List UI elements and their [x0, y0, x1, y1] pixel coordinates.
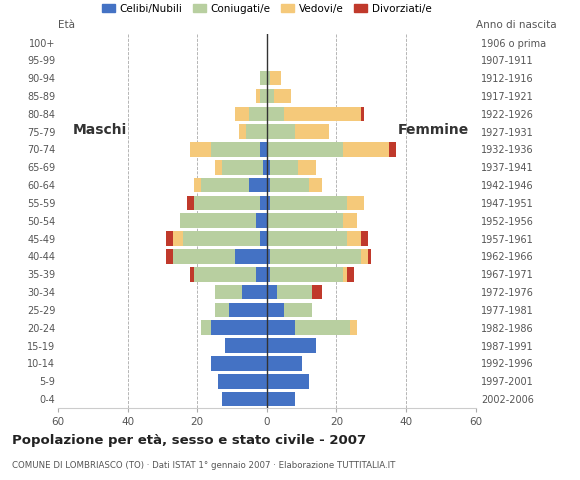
Bar	[361, 107, 364, 121]
Bar	[267, 178, 270, 192]
Bar	[277, 285, 312, 300]
Bar	[246, 124, 267, 139]
Bar	[166, 231, 173, 246]
Bar	[295, 321, 350, 335]
Bar	[298, 160, 316, 175]
Bar	[256, 267, 267, 282]
Bar	[215, 285, 242, 300]
Bar	[270, 178, 309, 192]
Bar	[267, 374, 309, 389]
Bar	[389, 142, 396, 157]
Text: Maschi: Maschi	[72, 122, 127, 136]
Bar	[222, 392, 267, 407]
Bar	[361, 231, 368, 246]
Bar	[267, 160, 270, 175]
Bar	[267, 392, 295, 407]
Bar	[256, 214, 267, 228]
Bar	[263, 160, 267, 175]
Text: COMUNE DI LOMBRIASCO (TO) · Dati ISTAT 1° gennaio 2007 · Elaborazione TUTTITALIA: COMUNE DI LOMBRIASCO (TO) · Dati ISTAT 1…	[12, 461, 395, 470]
Text: Femmine: Femmine	[398, 122, 469, 136]
Bar	[267, 89, 274, 103]
Bar	[267, 285, 277, 300]
Bar	[218, 374, 267, 389]
Bar	[173, 231, 183, 246]
Bar	[284, 302, 312, 317]
Bar	[267, 124, 295, 139]
Bar	[215, 302, 229, 317]
Bar	[242, 285, 267, 300]
Bar	[249, 107, 267, 121]
Bar	[180, 214, 256, 228]
Bar	[312, 285, 322, 300]
Bar	[239, 124, 246, 139]
Bar	[222, 160, 263, 175]
Bar	[274, 89, 291, 103]
Bar	[350, 321, 357, 335]
Bar	[343, 142, 389, 157]
Bar	[194, 196, 260, 210]
Text: Età: Età	[58, 20, 75, 30]
Bar	[249, 178, 267, 192]
Bar	[284, 107, 361, 121]
Bar	[267, 107, 284, 121]
Bar	[343, 214, 357, 228]
Bar	[267, 356, 302, 371]
Bar	[260, 142, 267, 157]
Bar	[347, 267, 354, 282]
Bar	[347, 196, 364, 210]
Bar	[361, 249, 368, 264]
Bar	[201, 178, 249, 192]
Bar	[270, 196, 347, 210]
Bar	[260, 89, 267, 103]
Bar	[183, 231, 260, 246]
Bar	[235, 249, 267, 264]
Bar	[267, 71, 270, 85]
Bar	[173, 249, 235, 264]
Text: Popolazione per età, sesso e stato civile - 2007: Popolazione per età, sesso e stato civil…	[12, 434, 366, 447]
Bar	[225, 338, 267, 353]
Bar	[267, 302, 284, 317]
Bar	[270, 160, 298, 175]
Legend: Celibi/Nubili, Coniugati/e, Vedovi/e, Divorziati/e: Celibi/Nubili, Coniugati/e, Vedovi/e, Di…	[98, 0, 436, 18]
Bar	[190, 142, 211, 157]
Bar	[267, 249, 270, 264]
Bar	[229, 302, 267, 317]
Bar	[260, 71, 267, 85]
Bar	[267, 267, 270, 282]
Bar	[270, 267, 343, 282]
Bar	[256, 89, 260, 103]
Bar	[194, 267, 256, 282]
Bar	[201, 321, 211, 335]
Bar	[267, 231, 347, 246]
Bar	[260, 231, 267, 246]
Bar	[211, 321, 267, 335]
Bar	[270, 71, 281, 85]
Bar	[267, 196, 270, 210]
Text: Anno di nascita: Anno di nascita	[476, 20, 556, 30]
Bar	[309, 178, 322, 192]
Bar	[194, 178, 201, 192]
Bar	[211, 356, 267, 371]
Bar	[347, 231, 361, 246]
Bar	[211, 142, 260, 157]
Bar	[187, 196, 194, 210]
Bar	[215, 160, 222, 175]
Bar	[267, 321, 295, 335]
Bar	[267, 142, 343, 157]
Bar	[270, 249, 361, 264]
Bar	[267, 338, 316, 353]
Bar	[190, 267, 194, 282]
Bar	[235, 107, 249, 121]
Bar	[260, 196, 267, 210]
Bar	[267, 214, 343, 228]
Bar	[295, 124, 329, 139]
Bar	[368, 249, 371, 264]
Bar	[166, 249, 173, 264]
Bar	[343, 267, 347, 282]
